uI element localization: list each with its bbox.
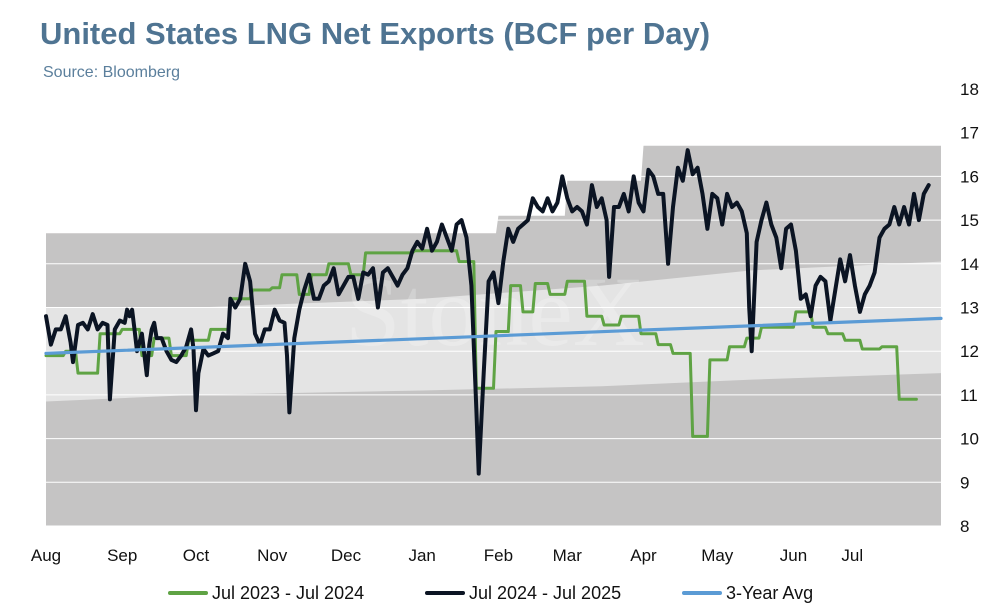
range-band-inner bbox=[46, 261, 941, 402]
x-tick-label: Mar bbox=[553, 546, 583, 565]
x-tick-label: Feb bbox=[484, 546, 513, 565]
x-tick-label: Jan bbox=[408, 546, 435, 565]
source-note: Source: Bloomberg bbox=[43, 64, 180, 81]
legend-item-avg: 3-Year Avg bbox=[682, 578, 813, 608]
gridlines bbox=[46, 88, 941, 527]
x-tick-label: Aug bbox=[31, 546, 61, 565]
legend-label-2023: Jul 2023 - Jul 2024 bbox=[212, 582, 365, 603]
y-tick-label: 13 bbox=[960, 299, 979, 318]
y-tick-label: 15 bbox=[960, 211, 979, 230]
y-tick-label: 8 bbox=[960, 517, 969, 536]
y-tick-label: 16 bbox=[960, 167, 979, 186]
y-tick-label: 11 bbox=[960, 386, 978, 405]
y-tick-label: 12 bbox=[960, 342, 979, 361]
y-tick-label: 10 bbox=[960, 430, 979, 449]
x-axis: Aug Sep Oct Nov Dec Jan Feb Mar Apr May Jun Jul bbox=[31, 546, 863, 565]
legend-item-2024: Jul 2024 - Jul 2025 bbox=[425, 578, 621, 608]
x-tick-label: Nov bbox=[257, 546, 288, 565]
legend-swatch-avg bbox=[682, 591, 722, 595]
legend-swatch-2024 bbox=[425, 591, 465, 595]
legend-label-2024: Jul 2024 - Jul 2025 bbox=[469, 582, 622, 603]
x-tick-label: Apr bbox=[630, 546, 657, 565]
x-tick-label: Dec bbox=[331, 546, 362, 565]
series-line-1 bbox=[44, 148, 931, 476]
legend-item-2023: Jul 2023 - Jul 2024 bbox=[168, 578, 364, 608]
y-tick-label: 9 bbox=[960, 473, 969, 492]
x-tick-label: Oct bbox=[183, 546, 210, 565]
y-tick-label: 17 bbox=[960, 124, 979, 143]
y-axis: 8 9 10 11 12 13 14 15 16 17 18 bbox=[960, 80, 979, 536]
series-line-0 bbox=[44, 249, 918, 438]
x-tick-label: Sep bbox=[107, 546, 137, 565]
x-tick-label: May bbox=[701, 546, 734, 565]
series-line-2 bbox=[44, 316, 943, 355]
legend-label-avg: 3-Year Avg bbox=[726, 582, 814, 603]
y-tick-label: 18 bbox=[960, 80, 979, 99]
legend: Jul 2023 - Jul 2024 Jul 2024 - Jul 2025 … bbox=[0, 578, 994, 608]
legend-swatch-2023 bbox=[168, 591, 208, 595]
y-tick-label: 14 bbox=[960, 255, 979, 274]
x-tick-label: Jun bbox=[780, 546, 807, 565]
page-title: United States LNG Net Exports (BCF per D… bbox=[40, 16, 711, 51]
series-lines bbox=[44, 148, 943, 476]
x-tick-label: Jul bbox=[841, 546, 863, 565]
